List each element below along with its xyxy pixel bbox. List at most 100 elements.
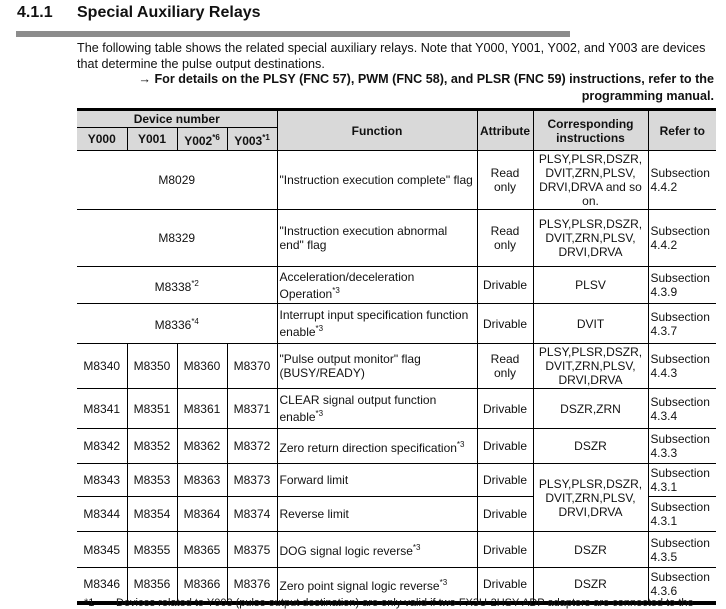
footnote: *1 Devices related to Y003 (pulse output …	[84, 597, 694, 609]
attribute-cell: Drivable	[476, 388, 534, 429]
refer-cell: Subsection 4.3.7	[647, 303, 716, 344]
instructions-cell: PLSY,PLSR,DSZR, DVIT,ZRN,PLSV, DRVI,DRVA	[532, 343, 649, 389]
function-cell: Interrupt input specification function e…	[276, 303, 478, 344]
device-cell: M8336*4	[77, 303, 278, 344]
device-cell: M8344	[77, 496, 128, 532]
refer-cell: Subsection 4.3.3	[647, 428, 716, 464]
header-y002: Y002*6	[176, 127, 228, 151]
function-cell: "Instruction execution abnormal end" fla…	[276, 209, 478, 267]
refer-cell: Subsection 4.4.3	[647, 343, 716, 389]
instructions-cell: PLSV	[532, 266, 649, 304]
header-refer: Refer to	[647, 109, 716, 151]
reference-line-2: programming manual.	[581, 89, 714, 103]
device-cell: M8361	[176, 388, 228, 429]
header-y000: Y000	[77, 127, 128, 151]
table-row: M8336*4 Interrupt input specification fun…	[77, 303, 716, 344]
device-cell: M8373	[226, 463, 278, 497]
attribute-cell: Drivable	[476, 567, 534, 603]
device-cell: M8341	[77, 388, 128, 429]
attribute-cell: Drivable	[476, 266, 534, 304]
intro-paragraph: The following table shows the related sp…	[77, 41, 706, 71]
device-cell: M8365	[176, 531, 228, 568]
refer-cell: Subsection 4.3.1	[647, 463, 716, 497]
device-cell: M8350	[126, 343, 178, 389]
function-cell: Reverse limit	[276, 496, 478, 532]
device-cell: M8355	[126, 531, 178, 568]
device-cell: M8366	[176, 567, 228, 603]
function-cell: Zero point signal logic reverse*3	[276, 567, 478, 603]
device-cell: M8356	[126, 567, 178, 603]
table-row: M8329 "Instruction execution abnormal end…	[77, 209, 716, 267]
function-cell: Acceleration/deceleration Operation*3	[276, 266, 478, 304]
instructions-cell: PLSY,PLSR,DSZR, DVIT,ZRN,PLSV, DRVI,DRVA…	[532, 150, 649, 210]
instructions-cell: PLSY,PLSR,DSZR, DVIT,ZRN,PLSV, DRVI,DRVA	[532, 209, 649, 267]
function-cell: Zero return direction specification*3	[276, 428, 478, 464]
instructions-cell: DSZR	[532, 531, 649, 568]
reference-line: → For details on the PLSY (FNC 57), PWM …	[138, 72, 714, 86]
table-row: M8346 M8356 M8366 M8376 Zero point signal lo…	[77, 567, 716, 603]
instructions-cell: PLSY,PLSR,DSZR, DVIT,ZRN,PLSV, DRVI,DRVA	[532, 463, 649, 532]
heading-rule	[16, 31, 570, 37]
function-cell: DOG signal logic reverse*3	[276, 531, 478, 568]
function-cell: Forward limit	[276, 463, 478, 497]
relay-table: Device number Function Attribute Corresp…	[77, 108, 716, 605]
refer-cell: Subsection 4.4.2	[647, 150, 716, 210]
attribute-cell: Drivable	[476, 496, 534, 532]
device-cell: M8375	[226, 531, 278, 568]
refer-cell: Subsection 4.3.9	[647, 266, 716, 304]
table-row: M8345 M8355 M8365 M8375 DOG signal logic rev…	[77, 531, 716, 568]
attribute-cell: Drivable	[476, 531, 534, 568]
attribute-cell: Drivable	[476, 428, 534, 464]
header-attribute: Attribute	[476, 109, 534, 151]
device-cell: M8351	[126, 388, 178, 429]
header-y003: Y003*1	[226, 127, 277, 151]
instructions-cell: DSZR	[532, 567, 649, 603]
attribute-cell: Read only	[476, 150, 534, 210]
refer-cell: Subsection 4.4.2	[647, 209, 716, 267]
device-cell: M8371	[226, 388, 278, 429]
device-cell: M8352	[126, 428, 178, 464]
device-cell: M8353	[126, 463, 178, 497]
header-instructions: Corresponding instructions	[532, 109, 649, 151]
section-heading: 4.1.1 Special Auxiliary Relays	[17, 4, 261, 21]
instructions-cell: DSZR	[532, 428, 649, 464]
device-cell: M8329	[77, 209, 278, 267]
instructions-cell: DVIT	[532, 303, 649, 344]
device-cell: M8029	[77, 150, 278, 210]
header-y001: Y001	[126, 127, 178, 151]
attribute-cell: Drivable	[476, 463, 534, 497]
device-cell: M8363	[176, 463, 228, 497]
device-cell: M8338*2	[77, 266, 278, 304]
function-cell: CLEAR signal output function enable*3	[276, 388, 478, 429]
device-cell: M8364	[176, 496, 228, 532]
device-cell: M8345	[77, 531, 128, 568]
device-cell: M8346	[77, 567, 128, 603]
table-row: M8343 M8353 M8363 M8373 Forward limit Drivabl…	[77, 463, 716, 532]
attribute-cell: Read only	[476, 343, 534, 389]
device-cell: M8340	[77, 343, 128, 389]
function-cell: "Instruction execution complete" flag	[276, 150, 478, 210]
device-cell: M8370	[226, 343, 278, 389]
device-cell: M8372	[226, 428, 278, 464]
table-row: M8341 M8351 M8361 M8371 CLEAR signal output …	[77, 388, 716, 429]
refer-cell: Subsection 4.3.4	[647, 388, 716, 429]
attribute-cell: Read only	[476, 209, 534, 267]
table-row: M8338*2 Acceleration/deceleration Operati…	[77, 266, 716, 304]
device-cell: M8354	[126, 496, 178, 532]
table-row: M8342 M8352 M8362 M8372 Zero return directio…	[77, 428, 716, 464]
device-cell: M8342	[77, 428, 128, 464]
refer-cell: Subsection 4.3.1	[647, 496, 716, 532]
header-function: Function	[276, 109, 478, 151]
instructions-cell: DSZR,ZRN	[532, 388, 649, 429]
device-cell: M8362	[176, 428, 228, 464]
refer-cell: Subsection 4.3.6	[647, 567, 716, 603]
attribute-cell: Drivable	[476, 303, 534, 344]
refer-cell: Subsection 4.3.5	[647, 531, 716, 568]
device-cell: M8360	[176, 343, 228, 389]
device-cell: M8374	[226, 496, 278, 532]
table-row: M8029 "Instruction execution complete" fl…	[77, 150, 716, 210]
header-device-number: Device number	[77, 109, 278, 128]
table-row: M8340 M8350 M8360 M8370 "Pulse output monito…	[77, 343, 716, 389]
function-cell: "Pulse output monitor" flag (BUSY/READY)	[276, 343, 478, 389]
device-cell: M8343	[77, 463, 128, 497]
